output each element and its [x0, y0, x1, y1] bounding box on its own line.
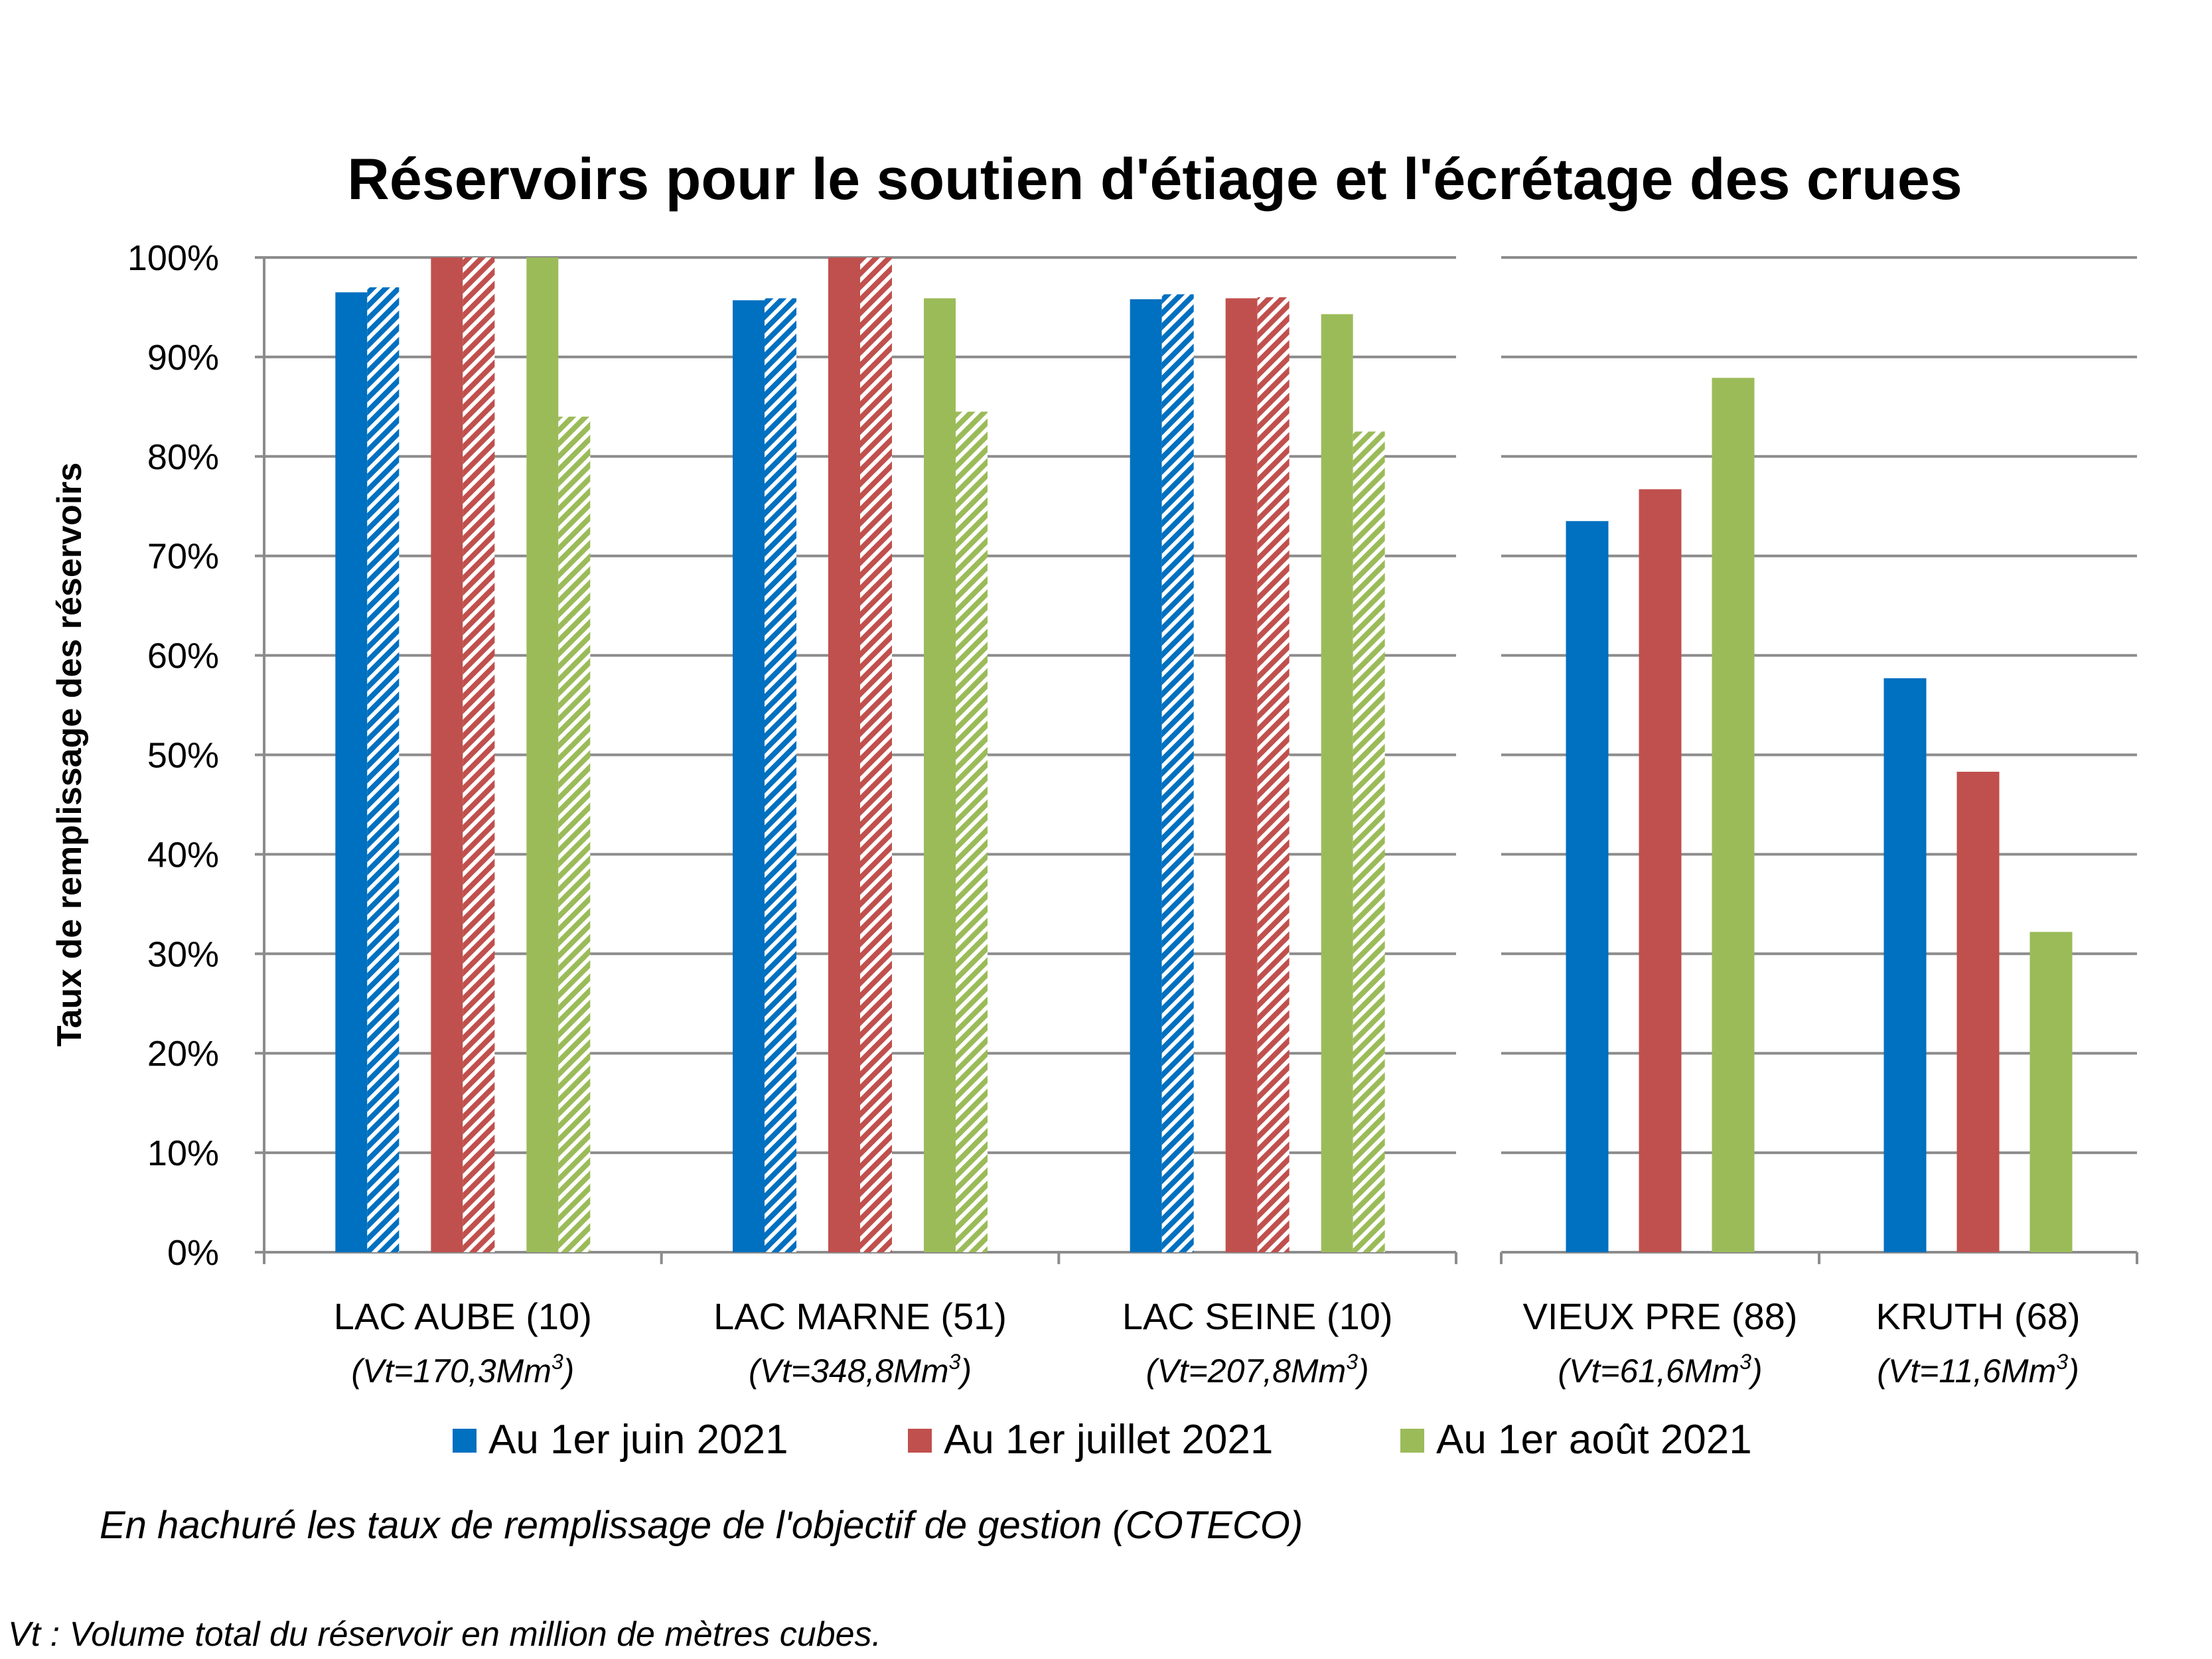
category-labels: LAC AUBE (10) (Vt=170,3Mm3) LAC MARNE (51)…: [334, 1295, 2081, 1390]
y-tick-label: 60%: [147, 636, 219, 676]
y-tick-label: 50%: [147, 736, 219, 776]
bars: [335, 257, 2073, 1253]
bar-objective: [367, 287, 400, 1253]
category-label: LAC SEINE (10): [1122, 1295, 1393, 1337]
bar-objective: [860, 257, 892, 1252]
y-axis-label: Taux de remplissage des réservoirs: [50, 463, 89, 1047]
bar-actual: [828, 257, 860, 1252]
category-volume: (Vt=61,6Mm3): [1558, 1350, 1762, 1390]
bar-actual: [1712, 378, 1755, 1252]
y-tick-label: 0%: [167, 1233, 219, 1273]
category-volume: (Vt=207,8Mm3): [1146, 1350, 1369, 1390]
volume-footnote: Vt : Volume total du réservoir en millio…: [8, 1615, 881, 1654]
legend-label: Au 1er juin 2021: [488, 1417, 788, 1463]
bar-objective: [765, 298, 796, 1253]
y-tick-label: 30%: [147, 934, 219, 974]
bar-objective: [558, 416, 591, 1252]
bar-actual: [1130, 299, 1162, 1252]
legend-label: Au 1er juillet 2021: [944, 1417, 1273, 1463]
category-label: KRUTH (68): [1876, 1295, 2080, 1337]
legend-swatch: [1400, 1429, 1424, 1453]
bar-actual: [733, 300, 765, 1252]
bar-objective: [463, 257, 495, 1252]
bar-actual: [1956, 771, 2000, 1252]
bar-actual: [1639, 489, 1682, 1252]
category-volume: (Vt=170,3Mm3): [351, 1350, 574, 1390]
bar-actual: [2029, 932, 2073, 1252]
legend: Au 1er juin 2021 Au 1er juillet 2021 Au 1e…: [453, 1417, 1752, 1463]
category-volume: (Vt=348,8Mm3): [749, 1350, 972, 1390]
bar-actual: [1321, 314, 1353, 1252]
bar-objective: [1257, 297, 1290, 1253]
y-tick-label: 80%: [147, 437, 219, 477]
bar-actual: [1566, 521, 1609, 1252]
bar-actual: [431, 257, 463, 1252]
bar-objective: [956, 411, 988, 1252]
y-tick-label: 70%: [147, 537, 219, 577]
chart-title: Réservoirs pour le soutien d'étiage et l…: [347, 146, 1962, 212]
bar-objective: [1161, 294, 1194, 1252]
y-tick-label: 20%: [147, 1034, 219, 1074]
category-volume: (Vt=11,6Mm3): [1877, 1350, 2079, 1390]
hatch-note: En hachuré les taux de remplissage de l'…: [100, 1504, 1303, 1547]
bar-objective: [1353, 431, 1385, 1253]
y-tick-label: 100%: [127, 238, 219, 278]
category-label: VIEUX PRE (88): [1523, 1295, 1798, 1337]
legend-label: Au 1er août 2021: [1436, 1417, 1752, 1463]
category-label: LAC MARNE (51): [713, 1295, 1007, 1337]
y-tick-label: 10%: [147, 1133, 219, 1173]
bar-actual: [1225, 298, 1258, 1253]
bar-actual: [924, 298, 956, 1253]
legend-swatch: [908, 1429, 932, 1453]
y-tick-label: 40%: [147, 835, 219, 875]
bar-actual: [1883, 678, 1927, 1252]
category-label: LAC AUBE (10): [334, 1295, 592, 1337]
legend-swatch: [453, 1429, 477, 1453]
bar-actual: [526, 257, 559, 1252]
y-tick-label: 90%: [147, 338, 219, 378]
bar-actual: [335, 292, 368, 1253]
